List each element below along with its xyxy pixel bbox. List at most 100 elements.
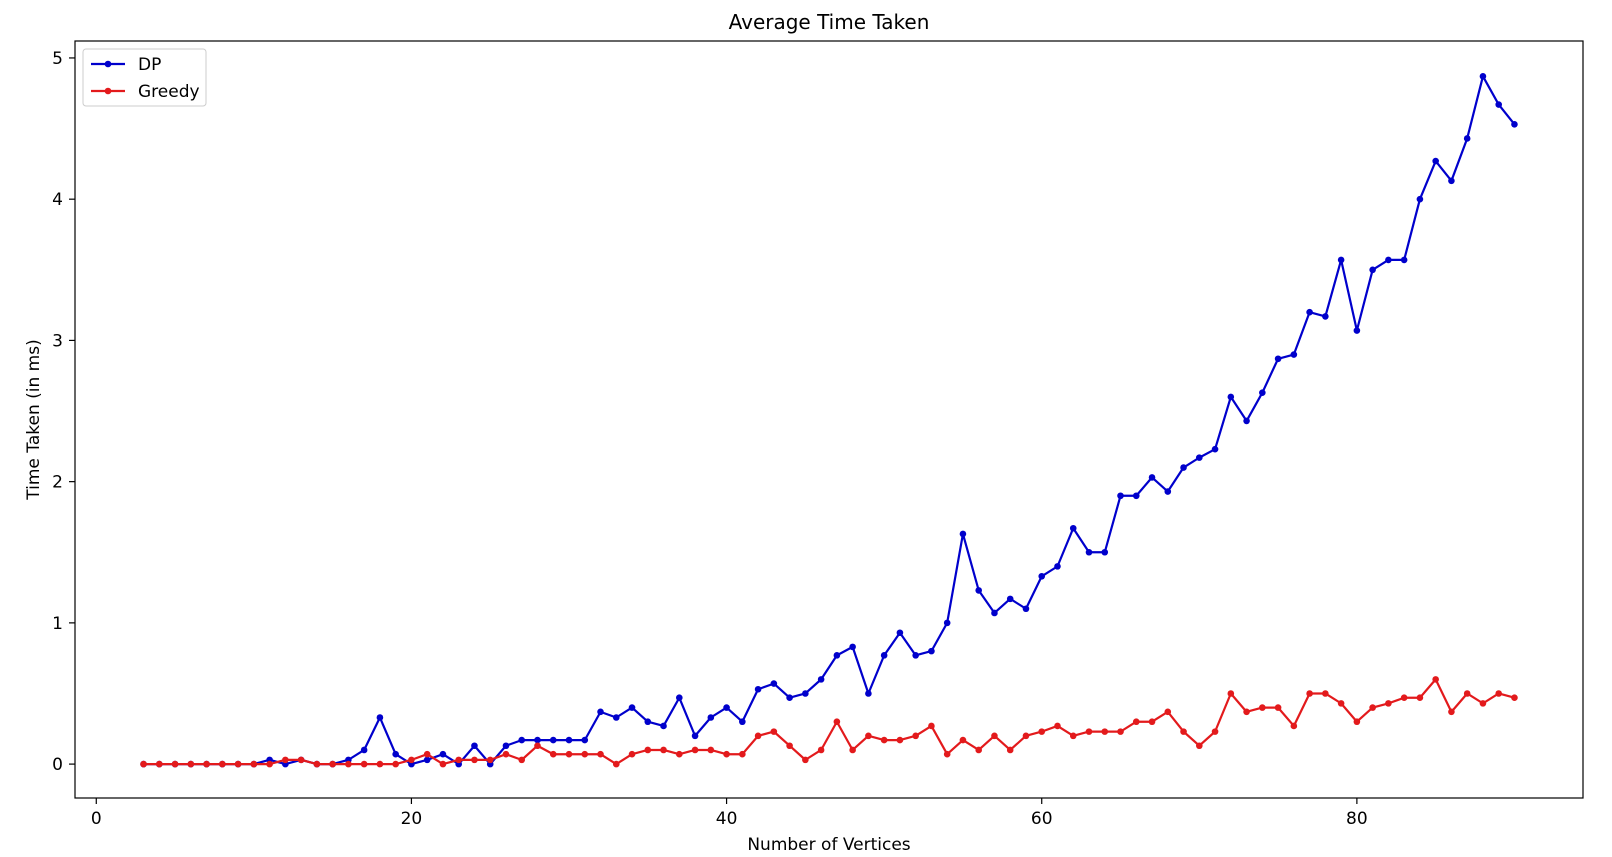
data-point-dp [1038, 572, 1046, 580]
data-point-dp [959, 530, 967, 538]
data-point-greedy [1117, 728, 1124, 735]
data-point-dp [723, 704, 730, 711]
data-point-greedy [345, 760, 352, 768]
data-point-dp [1290, 351, 1298, 358]
data-point-greedy [282, 756, 289, 764]
data-point-greedy [833, 718, 841, 726]
data-point-greedy [1511, 694, 1518, 702]
legend-label-greedy: Greedy [138, 82, 200, 102]
legend: DP Greedy [82, 48, 207, 107]
legend-marker-greedy [104, 87, 112, 95]
data-point-greedy [392, 760, 399, 768]
data-point-dp [1211, 445, 1219, 453]
data-point-greedy [1164, 708, 1172, 716]
data-point-greedy [502, 750, 510, 758]
data-point-greedy [802, 756, 809, 764]
data-point-dp [880, 652, 888, 659]
data-point-greedy [1243, 708, 1250, 716]
x-tick-label: 20 [401, 809, 423, 829]
data-point-dp [471, 742, 478, 750]
data-point-greedy [1306, 690, 1313, 697]
data-point-greedy [1132, 718, 1140, 726]
data-point-greedy [565, 750, 573, 758]
data-point-dp [912, 652, 919, 659]
data-point-dp [439, 750, 447, 758]
data-point-dp [597, 708, 604, 716]
data-point-dp [360, 746, 368, 754]
data-point-greedy [676, 750, 683, 758]
data-point-greedy [549, 750, 557, 758]
data-point-greedy [1054, 722, 1061, 730]
data-point-greedy [219, 760, 226, 768]
data-point-greedy [754, 732, 762, 740]
data-point-greedy [203, 760, 210, 768]
data-point-dp [1322, 313, 1329, 320]
data-point-dp [565, 736, 573, 744]
data-point-dp [1243, 417, 1250, 425]
data-point-dp [1196, 454, 1203, 461]
data-point-dp [1448, 177, 1455, 185]
data-point-greedy [1432, 676, 1439, 683]
y-tick-label: 0 [52, 755, 63, 775]
legend-marker-dp [104, 60, 112, 68]
data-point-greedy [234, 760, 242, 768]
data-point-greedy [1196, 742, 1203, 750]
data-point-dp [928, 647, 935, 655]
data-point-greedy [1069, 732, 1077, 740]
data-point-greedy [313, 760, 321, 768]
y-tick-label: 1 [52, 614, 63, 634]
data-point-greedy [660, 746, 667, 754]
data-point-greedy [581, 750, 589, 758]
data-point-greedy [1259, 704, 1266, 711]
data-point-dp [1259, 389, 1266, 396]
data-point-greedy [691, 746, 699, 754]
data-point-greedy [455, 756, 462, 764]
data-point-greedy [1369, 704, 1376, 711]
data-point-greedy [329, 760, 336, 768]
data-point-greedy [297, 756, 305, 764]
data-point-greedy [408, 756, 415, 764]
data-point-greedy [1400, 694, 1408, 702]
data-point-dp [1479, 73, 1487, 80]
data-point-dp [943, 619, 951, 627]
data-point-greedy [1227, 690, 1235, 697]
data-point-dp [423, 756, 431, 764]
data-point-greedy [597, 750, 604, 758]
data-point-greedy [1290, 722, 1298, 730]
data-point-greedy [849, 746, 856, 754]
data-point-greedy [1180, 728, 1187, 735]
ticks-layer: 0 20 40 60 80 0 1 2 3 4 5 [52, 49, 1368, 829]
data-point-dp [660, 722, 667, 730]
data-point-greedy [187, 760, 195, 768]
y-tick-label: 2 [52, 473, 63, 493]
plot-frame [74, 40, 1584, 799]
data-point-dp [392, 750, 399, 758]
data-point-greedy [266, 760, 273, 768]
data-point-greedy [1463, 690, 1471, 697]
data-point-dp [1006, 595, 1014, 603]
data-point-greedy [1479, 700, 1487, 707]
data-point-greedy [644, 746, 652, 754]
x-tick-label: 0 [91, 809, 102, 829]
data-point-dp [1306, 308, 1313, 316]
data-point-dp [1117, 492, 1124, 500]
data-point-greedy [865, 732, 872, 740]
data-point-dp [1227, 393, 1235, 401]
data-point-greedy [817, 746, 825, 754]
data-point-greedy [628, 750, 636, 758]
data-point-greedy [156, 760, 163, 768]
data-point-greedy [171, 760, 179, 768]
plot-area [74, 40, 1584, 799]
data-point-greedy [250, 760, 258, 768]
y-axis-label: Time Taken (in ms) [24, 339, 44, 500]
data-point-greedy [1337, 700, 1345, 707]
data-point-dp [1369, 266, 1376, 274]
data-point-greedy [912, 732, 919, 740]
data-point-dp [1337, 256, 1345, 264]
chart-title: Average Time Taken [729, 10, 930, 34]
data-point-dp [628, 704, 636, 711]
data-point-greedy [1211, 728, 1219, 735]
x-tick-label: 40 [716, 809, 738, 829]
data-point-dp [975, 587, 982, 594]
